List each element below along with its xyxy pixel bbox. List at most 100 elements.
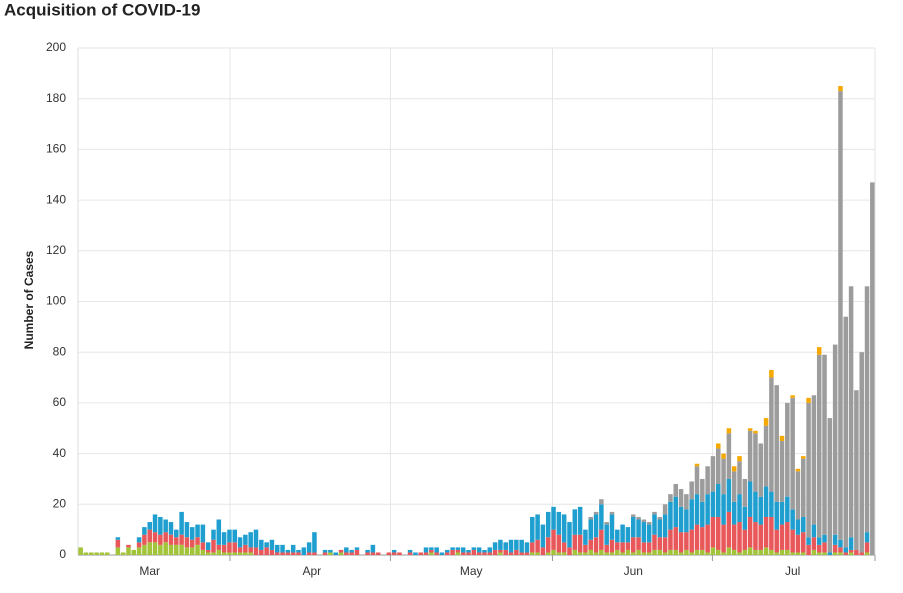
bar-segment bbox=[785, 522, 790, 550]
bar-segment bbox=[195, 524, 200, 538]
bar-segment bbox=[588, 549, 593, 555]
bar-segment bbox=[296, 552, 301, 555]
y-tick-label: 20 bbox=[53, 496, 67, 510]
bar-segment bbox=[705, 466, 710, 495]
bar-segment bbox=[838, 539, 843, 548]
bar-segment bbox=[731, 471, 737, 502]
bar-segment bbox=[625, 527, 631, 543]
bar-segment bbox=[801, 456, 806, 459]
bar-segment bbox=[455, 552, 461, 555]
bar-segment bbox=[737, 461, 742, 495]
bar-segment bbox=[599, 529, 604, 550]
bar-segment bbox=[227, 542, 232, 553]
bar-segment bbox=[753, 433, 758, 492]
bar-segment bbox=[232, 552, 237, 555]
bar-segment bbox=[769, 377, 774, 492]
bar-segment bbox=[864, 542, 870, 553]
bar-segment bbox=[625, 542, 631, 550]
bar-segment bbox=[785, 496, 790, 523]
bar-segment bbox=[678, 552, 684, 555]
bar-segment bbox=[551, 529, 556, 550]
bar-segment bbox=[349, 549, 354, 553]
bar-segment bbox=[705, 552, 710, 555]
bar-segment bbox=[769, 549, 774, 555]
bar-segment bbox=[763, 547, 769, 555]
bar-segment bbox=[657, 537, 663, 550]
bar-segment bbox=[450, 549, 455, 555]
bar-segment bbox=[561, 514, 567, 543]
y-tick-label: 100 bbox=[46, 294, 66, 308]
bar-segment bbox=[445, 552, 450, 555]
bar-segment bbox=[296, 549, 301, 553]
bar-segment bbox=[508, 552, 514, 555]
bar-segment bbox=[816, 552, 822, 555]
bar-segment bbox=[126, 547, 131, 555]
bar-segment bbox=[391, 549, 397, 553]
bar-segment bbox=[710, 491, 716, 517]
bar-segment bbox=[184, 522, 190, 538]
bar-segment bbox=[790, 395, 795, 398]
bar-segment bbox=[211, 539, 216, 553]
bar-segment bbox=[375, 552, 381, 555]
bar-segment bbox=[120, 552, 126, 555]
bar-segment bbox=[641, 522, 647, 543]
bar-segment bbox=[758, 549, 764, 555]
bar-segment bbox=[259, 539, 264, 550]
bar-segment bbox=[577, 552, 583, 555]
bar-segment bbox=[630, 514, 636, 517]
bar-segment bbox=[620, 524, 625, 543]
bar-segment bbox=[843, 316, 849, 548]
bar-segment bbox=[503, 542, 508, 550]
bar-segment bbox=[322, 552, 328, 555]
bar-segment bbox=[514, 549, 519, 555]
bar-segment bbox=[769, 516, 774, 550]
bar-segment bbox=[763, 516, 769, 548]
bar-segment bbox=[694, 466, 700, 495]
bar-segment bbox=[758, 496, 764, 525]
bar-segment bbox=[795, 471, 801, 520]
bar-segment bbox=[99, 552, 105, 555]
bar-segment bbox=[306, 542, 312, 553]
bar-segment bbox=[567, 522, 572, 548]
bar-segment bbox=[779, 440, 785, 502]
bar-segment bbox=[673, 527, 679, 550]
bar-segment bbox=[615, 529, 620, 543]
bar-segment bbox=[790, 509, 795, 530]
y-tick-label: 40 bbox=[53, 446, 67, 460]
bar-segment bbox=[801, 552, 806, 555]
bar-segment bbox=[689, 552, 694, 555]
bar-segment bbox=[205, 542, 211, 550]
bar-segment bbox=[211, 529, 216, 540]
bar-segment bbox=[163, 532, 168, 543]
bar-segment bbox=[476, 552, 482, 555]
bar-segment bbox=[248, 532, 253, 548]
bar-segment bbox=[737, 522, 742, 553]
bar-segment bbox=[189, 539, 195, 548]
bar-segment bbox=[832, 552, 838, 555]
bar-segment bbox=[668, 529, 673, 550]
bar-segment bbox=[848, 552, 854, 555]
x-tick-label: Mar bbox=[139, 564, 160, 578]
bar-segment bbox=[104, 552, 110, 555]
bar-segment bbox=[806, 397, 811, 403]
bar-segment bbox=[269, 549, 275, 555]
bar-segment bbox=[630, 537, 636, 553]
bar-segment bbox=[630, 552, 636, 555]
bar-segment bbox=[301, 547, 307, 555]
bar-segment bbox=[731, 524, 737, 550]
bar-segment bbox=[646, 542, 652, 553]
bar-segment bbox=[593, 511, 599, 515]
bar-segment bbox=[189, 547, 195, 555]
bar-segment bbox=[864, 552, 870, 555]
bar-segment bbox=[801, 516, 806, 533]
bar-segment bbox=[684, 532, 689, 550]
bar-segment bbox=[790, 552, 795, 555]
bar-segment bbox=[662, 504, 668, 515]
y-tick-label: 180 bbox=[46, 91, 66, 105]
bar-segment bbox=[577, 506, 583, 535]
bar-segment bbox=[625, 549, 631, 555]
bar-segment bbox=[429, 552, 434, 555]
bar-segment bbox=[673, 484, 679, 497]
bar-segment bbox=[498, 552, 503, 555]
